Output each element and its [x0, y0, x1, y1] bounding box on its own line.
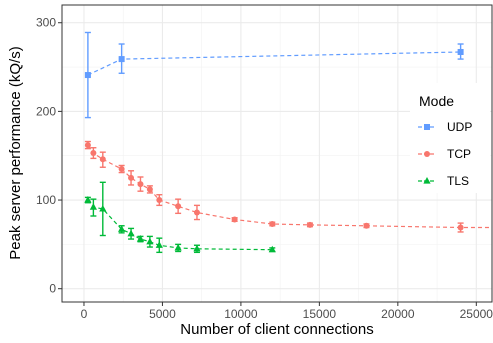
data-point	[231, 216, 238, 223]
legend-box	[410, 83, 490, 193]
tick-layer: 0 5000 10000 15000 20000 25000 0 100 200 300	[36, 16, 493, 321]
legend-label-tcp: TCP	[447, 147, 471, 161]
data-point	[268, 245, 276, 253]
legend-key-marker	[424, 151, 430, 157]
data-point	[156, 197, 163, 204]
data-point	[118, 225, 126, 232]
data-point	[99, 156, 106, 163]
legend-label-udp: UDP	[447, 120, 472, 134]
data-point	[146, 237, 154, 245]
y-tick-label: 300	[36, 16, 56, 30]
data-point	[84, 72, 91, 79]
y-tick-label: 200	[36, 104, 56, 118]
data-point	[193, 244, 201, 252]
legend-key-marker	[424, 124, 430, 130]
legend-title: Mode	[419, 93, 454, 109]
legend-label-tls: TLS	[447, 174, 469, 188]
data-point	[90, 150, 97, 157]
series-layer	[84, 31, 492, 254]
legend-key-marker	[423, 177, 431, 184]
plot-border	[61, 4, 493, 303]
legend-item-tcp: TCP	[418, 147, 471, 161]
data-point	[99, 204, 107, 212]
data-point	[175, 203, 182, 210]
data-point	[127, 229, 135, 237]
x-tick-label: 25000	[460, 307, 493, 321]
x-tick-label: 5000	[149, 307, 176, 321]
legend: Mode UDP TCP TLS	[410, 83, 490, 193]
data-point	[269, 220, 276, 227]
series-udp	[84, 31, 464, 119]
data-point	[457, 48, 464, 55]
data-point	[136, 235, 145, 242]
data-point	[193, 209, 200, 216]
series-tcp	[84, 140, 492, 233]
x-tick-label: 20000	[381, 307, 415, 321]
data-point	[118, 56, 125, 63]
y-axis-title: Peak server performance (kQ/s)	[7, 46, 24, 259]
x-tick-label: 0	[81, 307, 88, 321]
data-point	[118, 166, 125, 173]
legend-item-udp: UDP	[418, 120, 472, 134]
data-point	[457, 224, 464, 231]
series-line-tcp	[87, 144, 492, 229]
series-line-tls	[87, 199, 273, 251]
series-tls	[84, 181, 276, 254]
y-tick-label: 0	[49, 282, 56, 296]
data-point	[137, 181, 144, 188]
data-point	[174, 243, 182, 251]
legend-items: UDP TCP TLS	[418, 120, 472, 188]
x-tick-label: 15000	[303, 307, 337, 321]
data-point	[128, 174, 135, 181]
data-point	[84, 196, 92, 203]
x-axis-title: Number of client connections	[180, 321, 373, 338]
data-point	[89, 203, 97, 210]
y-tick-label: 100	[36, 193, 56, 207]
grid-layer	[62, 5, 492, 302]
data-point	[84, 142, 91, 149]
legend-item-tls: TLS	[418, 174, 469, 188]
data-point	[306, 221, 313, 228]
data-point	[146, 186, 153, 193]
x-tick-label: 10000	[224, 307, 258, 321]
data-point	[155, 241, 163, 248]
data-point	[363, 222, 370, 229]
